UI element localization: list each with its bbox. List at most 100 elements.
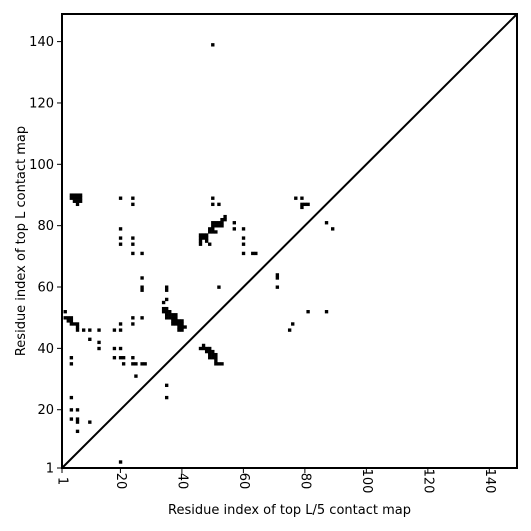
data-point — [180, 319, 184, 323]
x-tick-label: 120 — [420, 469, 435, 494]
x-tick-label: 100 — [359, 469, 374, 494]
data-point — [208, 230, 212, 234]
data-point — [88, 420, 92, 424]
data-point — [161, 300, 166, 305]
y-tick-label: 100 — [29, 158, 54, 173]
data-point — [69, 356, 74, 360]
y-axis-label: Residue index of top L contact map — [14, 126, 29, 356]
data-point — [180, 322, 184, 326]
data-point — [198, 239, 203, 243]
data-point — [134, 362, 138, 366]
data-point — [78, 196, 83, 200]
data-point — [214, 362, 218, 366]
data-point — [217, 362, 221, 366]
data-point — [88, 328, 92, 332]
data-point — [140, 251, 144, 256]
data-point — [143, 362, 147, 366]
data-point — [177, 325, 181, 329]
data-point — [131, 362, 135, 366]
data-point — [72, 193, 77, 197]
y-tick-label: 1 — [46, 462, 54, 477]
data-point — [168, 313, 172, 317]
data-point — [131, 242, 135, 246]
data-point — [131, 251, 135, 256]
data-point — [140, 362, 144, 366]
data-point — [131, 236, 135, 240]
data-point — [131, 316, 135, 320]
data-point — [211, 221, 215, 225]
data-point — [164, 285, 169, 289]
data-point — [198, 236, 203, 240]
data-point — [78, 193, 83, 197]
data-point — [214, 352, 218, 357]
data-point — [118, 328, 123, 332]
data-point — [211, 349, 215, 354]
data-point — [75, 196, 80, 200]
data-point — [198, 346, 203, 351]
data-point — [251, 251, 255, 256]
data-point — [81, 328, 86, 332]
data-point — [208, 242, 212, 246]
data-point — [118, 322, 123, 326]
data-point — [220, 362, 224, 366]
x-tick-label: 20 — [113, 473, 128, 490]
plot-frame — [61, 13, 518, 469]
data-point — [198, 233, 203, 237]
data-point — [164, 395, 169, 400]
data-point — [112, 346, 117, 351]
data-point — [168, 310, 172, 314]
data-point — [232, 221, 236, 225]
data-point — [131, 322, 135, 326]
data-point — [63, 310, 67, 314]
data-point — [306, 310, 310, 314]
data-point — [201, 233, 206, 237]
data-point — [97, 340, 101, 345]
data-point — [217, 285, 221, 289]
data-point — [211, 43, 215, 47]
data-point — [88, 337, 92, 341]
data-point — [177, 328, 181, 332]
y-tick-label: 20 — [37, 403, 54, 418]
data-point — [118, 242, 123, 246]
points-layer — [63, 43, 335, 464]
data-point — [118, 346, 123, 351]
data-point — [220, 224, 224, 228]
data-point — [211, 356, 215, 360]
data-point — [217, 221, 221, 225]
data-point — [331, 227, 335, 231]
data-point — [324, 310, 329, 314]
data-point — [164, 383, 169, 388]
data-point — [174, 313, 178, 317]
data-point — [180, 328, 184, 332]
data-point — [220, 221, 224, 225]
data-point — [140, 285, 144, 289]
data-point — [275, 285, 280, 289]
data-point — [204, 233, 209, 237]
data-point — [69, 322, 74, 326]
data-point — [177, 322, 181, 326]
data-point — [174, 319, 178, 323]
data-point — [180, 325, 184, 329]
data-point — [75, 202, 80, 207]
data-point — [75, 420, 80, 424]
data-point — [72, 199, 77, 203]
data-point — [214, 230, 218, 234]
data-point — [208, 356, 212, 360]
data-point — [300, 196, 304, 200]
data-point — [214, 224, 218, 228]
data-point — [211, 227, 215, 231]
data-point — [211, 230, 215, 234]
data-point — [72, 322, 77, 326]
data-point — [201, 343, 206, 348]
x-tick-label: 1 — [55, 477, 70, 485]
data-point — [75, 193, 80, 197]
data-point — [63, 316, 67, 320]
data-point — [72, 196, 77, 200]
data-point — [69, 417, 74, 421]
data-point — [232, 227, 236, 231]
data-point — [118, 227, 123, 231]
data-point — [324, 221, 329, 225]
data-point — [140, 276, 144, 280]
data-point — [161, 310, 166, 314]
data-point — [208, 352, 212, 357]
